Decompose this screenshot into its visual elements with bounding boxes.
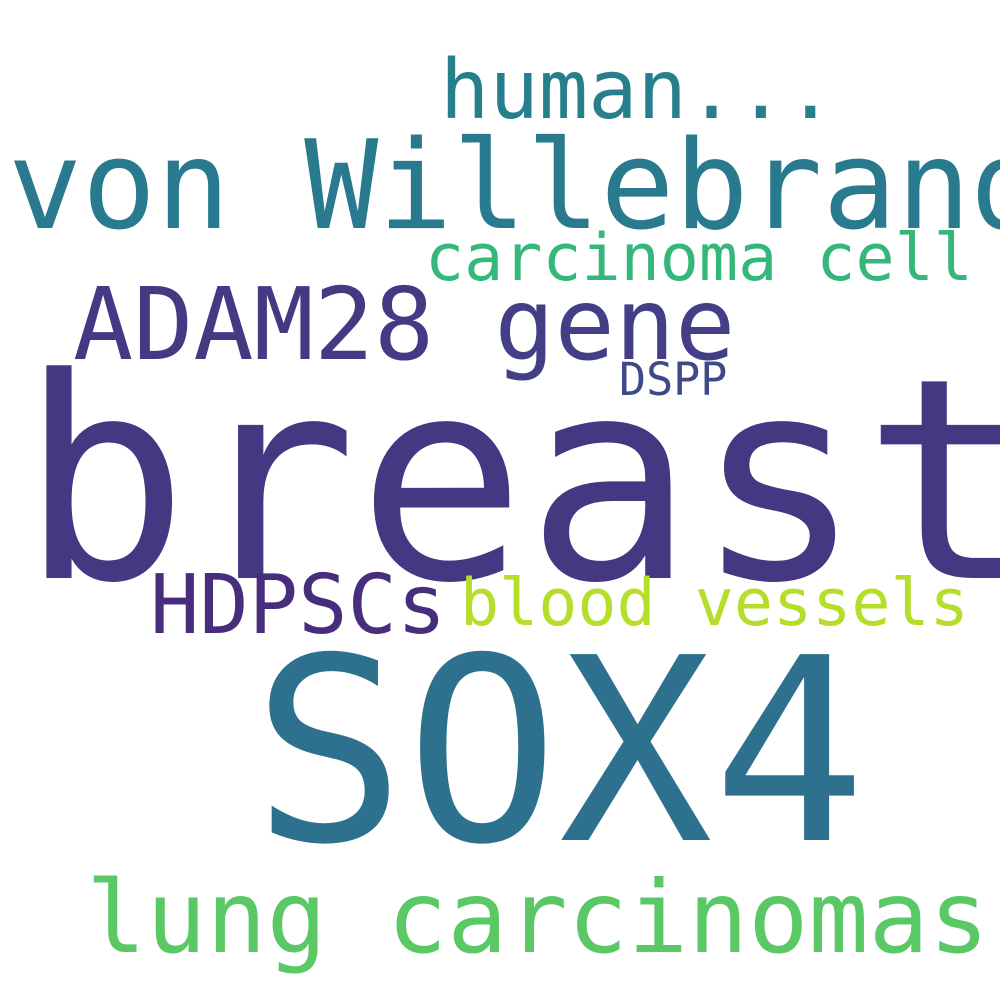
word-carcinoma-cell: carcinoma cell (425, 221, 973, 296)
word-human: human... (440, 43, 835, 138)
word-blood-vessels: blood vessels (460, 566, 969, 641)
word-adam28: ADAM28 (73, 266, 435, 383)
word-hdpscs: HDPSCs (150, 558, 447, 653)
word-dspp: DSPP (619, 353, 728, 406)
word-von-willebrand: von Willebrand (8, 115, 1000, 258)
word-sox4: SOX4 (252, 604, 867, 901)
word-lung-carcinomas: lung carcinomas (86, 859, 990, 976)
word-adam28-gene: ADAM28 gene (73, 275, 735, 375)
word-gene: gene (494, 266, 736, 383)
word-breast: breast (20, 319, 1000, 645)
